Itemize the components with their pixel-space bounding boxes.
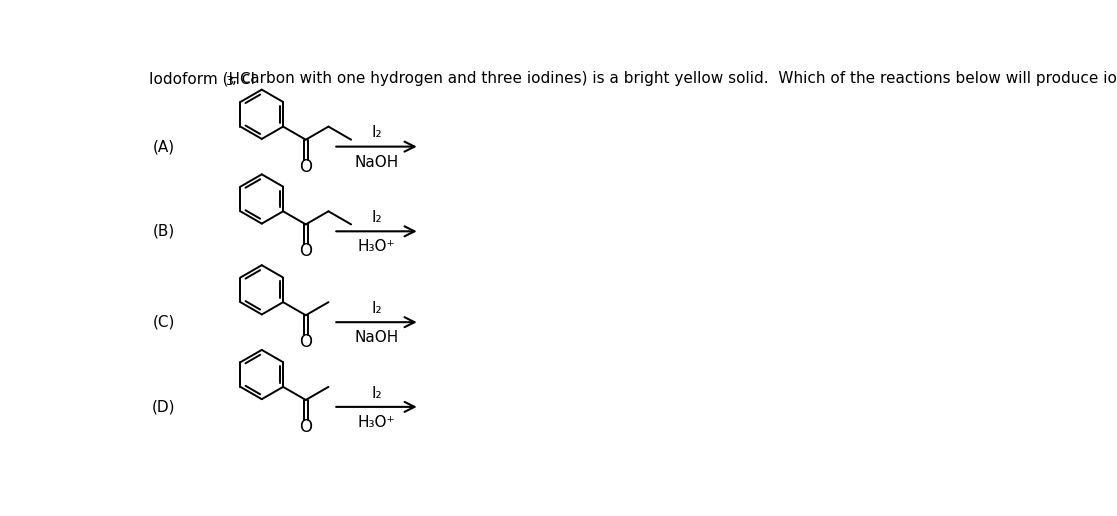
Text: (A): (A)	[153, 139, 175, 154]
Text: NaOH: NaOH	[354, 330, 399, 345]
Text: NaOH: NaOH	[354, 154, 399, 170]
Text: O: O	[299, 333, 313, 351]
Text: 3: 3	[225, 75, 232, 88]
Text: H₃O⁺: H₃O⁺	[357, 239, 395, 254]
Text: (C): (C)	[153, 315, 175, 330]
Text: Iodoform (HCl: Iodoform (HCl	[149, 71, 255, 86]
Text: I₂: I₂	[371, 385, 382, 400]
Text: (B): (B)	[153, 224, 175, 239]
Text: (D): (D)	[152, 399, 175, 414]
Text: I₂: I₂	[371, 210, 382, 225]
Text: O: O	[299, 418, 313, 436]
Text: , carbon with one hydrogen and three iodines) is a bright yellow solid.  Which o: , carbon with one hydrogen and three iod…	[231, 71, 1117, 86]
Text: O: O	[299, 243, 313, 261]
Text: I₂: I₂	[371, 125, 382, 140]
Text: H₃O⁺: H₃O⁺	[357, 415, 395, 430]
Text: I₂: I₂	[371, 301, 382, 316]
Text: O: O	[299, 158, 313, 175]
